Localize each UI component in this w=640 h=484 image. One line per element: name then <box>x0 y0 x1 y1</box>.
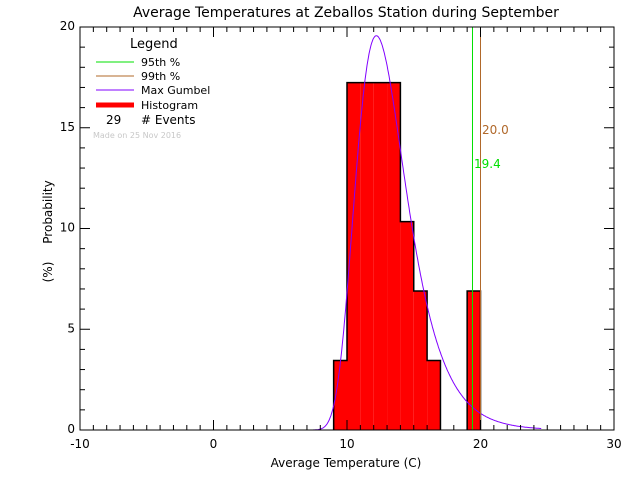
x-tick-label: 0 <box>210 437 218 451</box>
y-tick-label: 15 <box>60 120 75 134</box>
x-tick-label: 10 <box>339 437 354 451</box>
y-axis-label: Probability <box>41 180 55 243</box>
gumbel-curve <box>306 35 542 431</box>
x-tick-label: -10 <box>70 437 90 451</box>
legend: Legend 95th % 99th % Max Gumbel Histogra… <box>93 37 210 140</box>
histogram-bar <box>467 290 481 430</box>
histogram-bar <box>373 82 388 430</box>
legend-item-p99: 99th % <box>141 70 180 83</box>
legend-events-count: 29 <box>106 113 121 127</box>
y-tick-label: 20 <box>60 19 75 33</box>
p99-label: 20.0 <box>482 123 509 137</box>
y-tick-label: 5 <box>67 321 75 335</box>
legend-events-label: # Events <box>141 113 196 127</box>
y-tick-label: 10 <box>60 221 75 235</box>
x-tick-label: 20 <box>473 437 488 451</box>
legend-item-p95: 95th % <box>141 56 180 69</box>
p95-label: 19.4 <box>474 157 501 171</box>
chart-title: Average Temperatures at Zeballos Station… <box>133 5 559 21</box>
histogram-bar <box>427 360 441 430</box>
x-axis-label: Average Temperature (C) <box>271 456 422 470</box>
histogram-bar <box>400 221 414 430</box>
x-tick-label: 30 <box>606 437 621 451</box>
y-axis-unit: (%) <box>41 262 55 283</box>
y-tick-label: 0 <box>67 422 75 436</box>
histogram-bar <box>387 82 401 430</box>
histogram-bar <box>333 360 347 430</box>
legend-item-histogram: Histogram <box>141 99 198 112</box>
histogram-bar <box>347 82 361 430</box>
made-on-note: Made on 25 Nov 2016 <box>93 131 181 140</box>
legend-item-gumbel: Max Gumbel <box>141 84 210 97</box>
legend-title: Legend <box>130 37 178 52</box>
histogram-bar <box>413 290 428 430</box>
histogram-bar <box>360 82 374 430</box>
